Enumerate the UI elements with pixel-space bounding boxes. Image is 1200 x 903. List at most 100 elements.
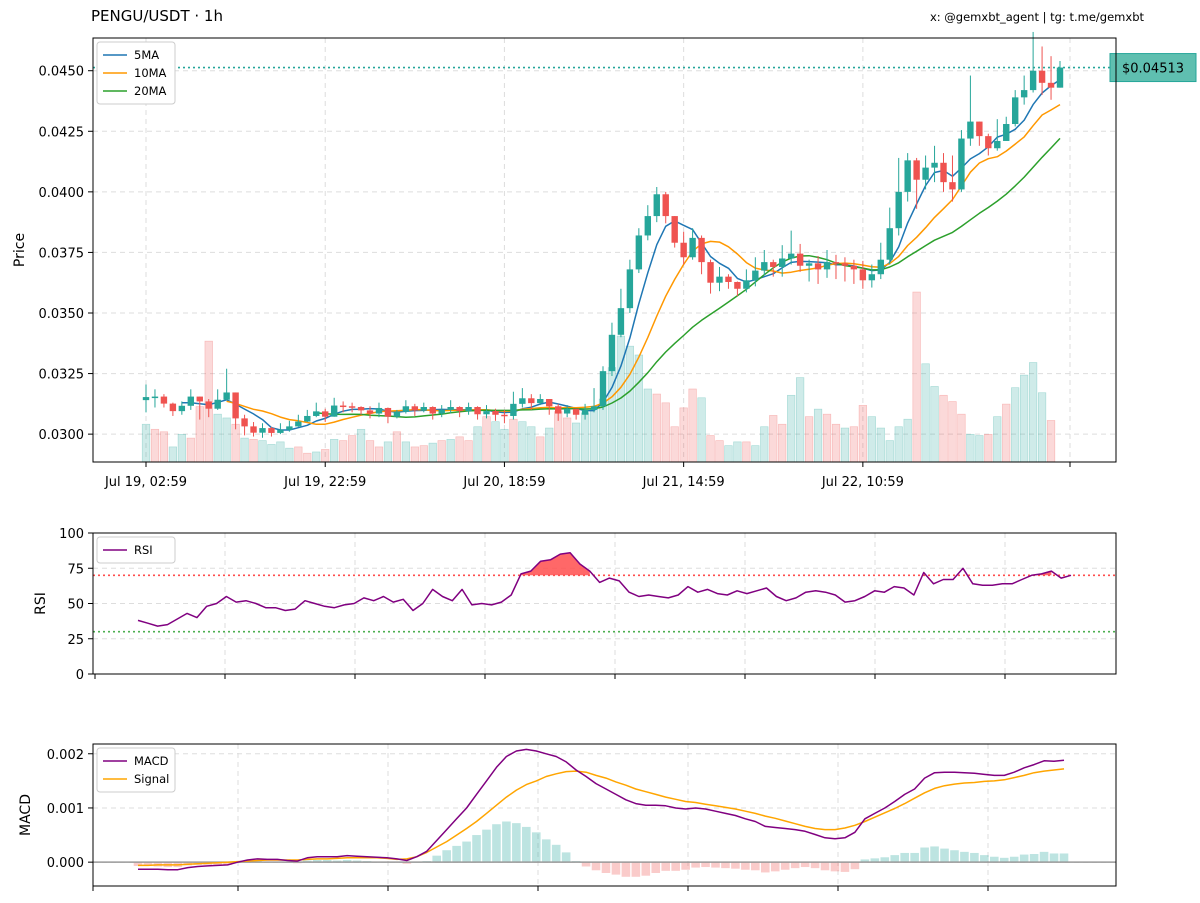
macd-histogram-bar bbox=[213, 862, 222, 865]
candle-body bbox=[554, 406, 562, 414]
volume-bar bbox=[294, 446, 303, 463]
volume-bar bbox=[339, 440, 348, 463]
macd-histogram-bar bbox=[502, 821, 511, 863]
macd-histogram-bar bbox=[442, 850, 451, 863]
candle-body bbox=[680, 242, 687, 258]
candle-body bbox=[1011, 97, 1019, 125]
volume-bar bbox=[921, 363, 930, 463]
macd-histogram-bar bbox=[850, 862, 860, 870]
volume-bar bbox=[670, 426, 679, 463]
macd-histogram-bar bbox=[641, 862, 651, 876]
volume-bar bbox=[840, 427, 850, 463]
candle-body bbox=[393, 411, 401, 417]
macd-histogram-bar bbox=[462, 841, 471, 863]
volume-bar bbox=[258, 440, 267, 463]
candle-body bbox=[537, 399, 544, 404]
macd-histogram-bar bbox=[780, 862, 790, 870]
volume-bar bbox=[500, 428, 509, 463]
macd-histogram-bar bbox=[1039, 851, 1049, 863]
macd-histogram-bar bbox=[990, 856, 999, 863]
candle-body bbox=[949, 182, 956, 190]
macd-histogram-bar bbox=[492, 824, 501, 863]
macd-histogram-bar bbox=[770, 862, 780, 872]
candle-body bbox=[1020, 90, 1028, 98]
macd-histogram-bar bbox=[970, 852, 979, 863]
volume-bar bbox=[267, 444, 276, 463]
volume-bar bbox=[518, 421, 527, 463]
candle-body bbox=[644, 216, 652, 236]
rsi-ytick-label: 25 bbox=[67, 633, 84, 648]
volume-bar bbox=[276, 441, 285, 463]
candle-body bbox=[519, 398, 526, 404]
candle-body bbox=[895, 191, 902, 229]
volume-bar bbox=[975, 435, 984, 463]
volume-bar bbox=[993, 416, 1002, 463]
volume-bar bbox=[885, 440, 894, 463]
volume-bar bbox=[374, 446, 384, 463]
macd-histogram-bar bbox=[870, 858, 880, 863]
candle-body bbox=[375, 407, 383, 414]
macd-histogram-bar bbox=[352, 860, 362, 863]
macd-histogram-bar bbox=[900, 852, 909, 863]
volume-bar bbox=[168, 446, 177, 463]
macd-histogram-bar bbox=[342, 859, 352, 863]
macd-histogram-bar bbox=[790, 862, 800, 869]
candle-body bbox=[187, 396, 195, 406]
macd-histogram-bar bbox=[980, 855, 989, 863]
macd-histogram-bar bbox=[522, 826, 531, 863]
volume-bar bbox=[186, 437, 195, 463]
volume-bar bbox=[177, 433, 186, 463]
macd-histogram-bar bbox=[472, 835, 481, 863]
candle-body bbox=[277, 429, 284, 433]
candle-body bbox=[348, 406, 356, 408]
candle-body bbox=[160, 396, 168, 404]
rsi-legend bbox=[96, 536, 176, 564]
rsi-ytick-label: 100 bbox=[59, 527, 84, 542]
rsi-ytick-label: 0 bbox=[76, 668, 84, 683]
volume-bar bbox=[894, 426, 903, 463]
macd-ytick-label: 0.000 bbox=[47, 856, 84, 871]
candle-body bbox=[779, 258, 786, 267]
macd-histogram-bar bbox=[133, 862, 143, 866]
macd-histogram-bar bbox=[701, 862, 710, 868]
volume-bar bbox=[491, 421, 500, 463]
volume-bar bbox=[464, 440, 473, 463]
volume-bar bbox=[580, 412, 590, 463]
candle-body bbox=[787, 253, 795, 259]
macd-histogram-bar bbox=[541, 839, 551, 863]
candle-body bbox=[1056, 67, 1064, 88]
volume-bar bbox=[661, 402, 670, 463]
macd-histogram-bar bbox=[999, 857, 1009, 863]
volume-bar bbox=[813, 408, 823, 463]
volume-bar bbox=[428, 442, 437, 463]
candle-body bbox=[268, 428, 275, 433]
candle-body bbox=[823, 262, 831, 270]
candle-body bbox=[850, 265, 858, 270]
price-ytick-label: 0.0300 bbox=[39, 428, 85, 443]
volume-bar bbox=[831, 423, 841, 463]
volume-bar bbox=[1029, 362, 1038, 463]
candle-body bbox=[142, 397, 150, 401]
macd-histogram-bar bbox=[920, 847, 929, 863]
macd-histogram-bar bbox=[820, 862, 830, 871]
volume-bar bbox=[285, 447, 294, 463]
candle-body bbox=[330, 405, 338, 417]
candle-body bbox=[796, 253, 804, 266]
price-legend-label: 20MA bbox=[134, 84, 167, 98]
candle-body bbox=[178, 405, 186, 412]
candle-body bbox=[877, 259, 884, 275]
macd-histogram-bar bbox=[482, 829, 491, 863]
candle-body bbox=[913, 160, 920, 180]
macd-histogram-bar bbox=[1029, 854, 1039, 863]
candle-body bbox=[886, 228, 893, 260]
candle-body bbox=[1047, 82, 1055, 88]
volume-bar bbox=[545, 427, 554, 463]
price-xtick-label: Jul 21, 14:59 bbox=[642, 475, 725, 490]
macd-histogram-bar bbox=[1059, 853, 1069, 863]
volume-bar bbox=[1046, 420, 1056, 463]
macd-histogram-bar bbox=[452, 845, 461, 863]
candle-body bbox=[653, 194, 660, 217]
macd-histogram-bar bbox=[810, 862, 820, 869]
candle-body bbox=[707, 262, 714, 283]
